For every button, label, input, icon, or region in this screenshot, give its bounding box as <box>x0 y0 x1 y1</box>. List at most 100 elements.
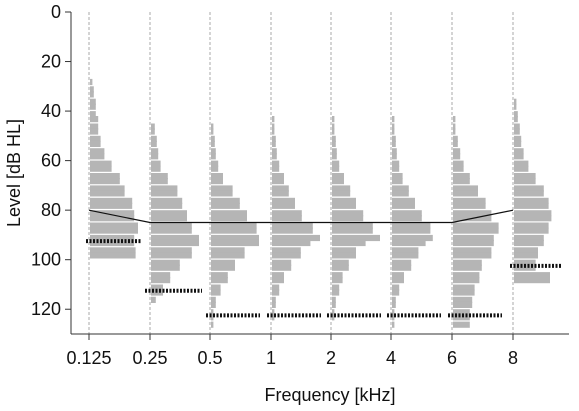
bar-8-19 <box>514 215 552 222</box>
bar-4-28 <box>392 289 400 296</box>
bar-0_125-19 <box>90 197 133 204</box>
bar-0_125-8 <box>90 128 99 135</box>
bar-0_125-25 <box>90 234 135 242</box>
bar-4-18 <box>392 227 431 234</box>
threshold-line-group <box>88 209 514 224</box>
bar-2-16 <box>332 215 364 222</box>
bar-0_5-12 <box>211 197 240 204</box>
bar-6-7 <box>453 160 464 167</box>
bar-0_125-9 <box>90 135 101 142</box>
bar-0_125-13 <box>90 160 112 167</box>
bar-0_25-8 <box>151 173 168 180</box>
bar-2-30 <box>332 301 336 308</box>
bar-6-33 <box>453 321 470 328</box>
bar-0_5-0 <box>211 123 214 130</box>
bar-0_5-22 <box>211 259 235 266</box>
bar-6-21 <box>453 247 492 254</box>
bar-0_5-17 <box>211 227 257 234</box>
bar-4-6 <box>392 153 397 160</box>
bar-8-25 <box>514 252 538 259</box>
bar-1-27 <box>272 284 280 291</box>
bar-1-20 <box>272 239 311 247</box>
bar-4-30 <box>392 301 396 308</box>
bar-2-8 <box>332 165 340 172</box>
bar-8-15 <box>514 190 544 197</box>
bar-8-13 <box>514 178 536 185</box>
bar-2-19 <box>332 234 380 242</box>
bar-2-20 <box>332 239 366 247</box>
bar-2-11 <box>332 185 351 192</box>
bar-0_25-22 <box>151 259 180 266</box>
bar-4-29 <box>392 296 396 303</box>
bar-6-8 <box>453 165 464 172</box>
bar-4-17 <box>392 222 431 229</box>
bar-0_25-4 <box>151 148 159 155</box>
x-tick-label-0_25: 0.25 <box>132 348 167 368</box>
bar-1-7 <box>272 160 280 167</box>
bar-0_5-4 <box>211 148 216 155</box>
bar-0_125-16 <box>90 178 120 185</box>
bar-8-22 <box>514 234 544 242</box>
bar-0_25-2 <box>151 135 157 142</box>
bar-0_125-6 <box>90 116 99 123</box>
bar-1-3 <box>272 135 276 142</box>
bar-4-3 <box>392 135 396 142</box>
bar-4-9 <box>392 173 403 180</box>
bar-1-18 <box>272 227 313 234</box>
bar-8-21 <box>514 227 549 234</box>
bar-8-11 <box>514 165 529 172</box>
bar-8-18 <box>514 210 552 217</box>
y-tick-label-60: 60 <box>41 151 61 171</box>
bar-0_25-26 <box>151 284 163 291</box>
bar-0_25-20 <box>151 247 192 254</box>
bar-8-3 <box>514 116 518 123</box>
bar-8-16 <box>514 197 549 204</box>
bar-0_125-18 <box>90 190 125 197</box>
x-axis-title: Frequency [kHz] <box>264 385 395 405</box>
bar-4-0 <box>392 116 395 123</box>
bar-4-5 <box>392 148 397 155</box>
bar-0_5-24 <box>211 272 228 279</box>
bar-0_25-16 <box>151 222 192 229</box>
bar-2-0 <box>332 116 335 123</box>
bar-0_25-25 <box>151 277 171 284</box>
bar-0_125-28 <box>90 252 136 259</box>
bar-2-24 <box>332 264 349 271</box>
histogram-bars <box>90 78 552 328</box>
bar-4-12 <box>392 190 409 197</box>
bar-0_125-21 <box>90 210 135 217</box>
bar-0_25-19 <box>151 239 199 247</box>
bar-0_25-24 <box>151 272 171 279</box>
bar-2-23 <box>332 259 349 266</box>
bar-0_5-13 <box>211 202 240 209</box>
bar-4-11 <box>392 185 409 192</box>
bar-0_5-21 <box>211 252 245 259</box>
bar-6-25 <box>453 272 480 279</box>
bar-4-2 <box>392 128 395 135</box>
bar-6-31 <box>453 309 470 316</box>
bar-8-2 <box>514 111 518 118</box>
bar-8-7 <box>514 140 522 147</box>
bar-0_125-12 <box>90 153 105 160</box>
bar-2-9 <box>332 173 344 180</box>
bar-1-28 <box>272 289 280 296</box>
bar-4-31 <box>392 309 395 316</box>
bar-8-14 <box>514 185 544 192</box>
bar-0_125-24 <box>90 227 138 234</box>
bar-4-23 <box>392 259 412 266</box>
bar-0_5-7 <box>211 165 219 172</box>
y-tick-label-40: 40 <box>41 101 61 121</box>
x-tick-label-0_5: 0.5 <box>197 348 222 368</box>
bar-1-25 <box>272 272 284 279</box>
bar-0_25-10 <box>151 185 178 192</box>
bar-0_5-26 <box>211 284 221 291</box>
bar-0_125-20 <box>90 202 133 209</box>
bar-6-9 <box>453 173 470 180</box>
bar-6-29 <box>453 296 473 303</box>
bar-0_5-18 <box>211 234 259 242</box>
bar-0_125-1 <box>90 86 94 93</box>
bar-6-5 <box>453 148 461 155</box>
bar-0_25-1 <box>151 128 155 135</box>
bar-4-32 <box>392 314 395 321</box>
